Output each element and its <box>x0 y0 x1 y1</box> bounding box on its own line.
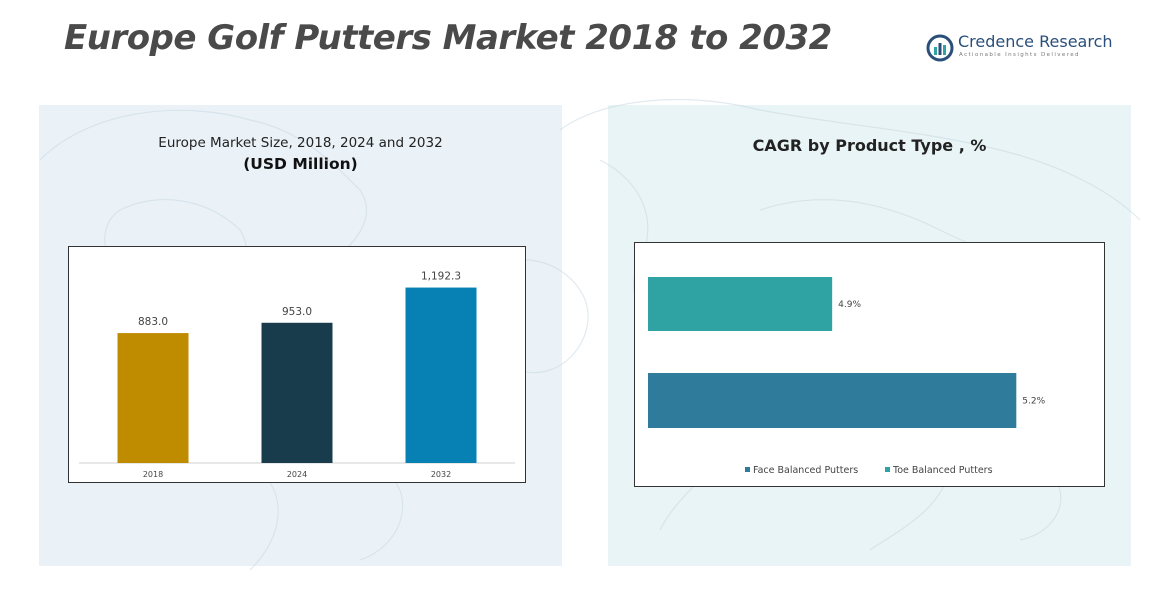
cagr-caption-wrap: CAGR by Product Type , % <box>608 136 1172 155</box>
bar-2024 <box>261 322 333 463</box>
legend-swatch <box>745 467 750 472</box>
hbar-face-balanced-putters <box>648 373 1017 428</box>
legend-label: Face Balanced Putters <box>753 465 858 476</box>
logo-mark-icon <box>926 34 954 62</box>
bar-value-label: 883.0 <box>138 316 168 328</box>
cagr-bar-chart: 4.9% 5.2% Face Balanced Putters Toe Balance… <box>648 277 1046 476</box>
market-size-caption: Europe Market Size, 2018, 2024 and 2032 <box>158 135 443 151</box>
market-size-unit: (USD Million) <box>243 155 358 173</box>
logo-name: Credence Research <box>958 32 1113 51</box>
cagr-chart: 4.9% 5.2% Face Balanced Putters Toe Balance… <box>634 242 1105 487</box>
x-tick-label: 2018 <box>143 470 163 479</box>
bar-2032 <box>405 287 477 463</box>
hbar-toe-balanced-putters <box>648 277 833 331</box>
bar-value-label: 953.0 <box>282 306 312 318</box>
logo-tagline: Actionable Insights Delivered <box>959 52 1080 58</box>
legend-label: Toe Balanced Putters <box>892 465 993 476</box>
market-size-bar-chart: 883.0 2018 953.0 2024 1,192.3 2032 <box>79 271 515 479</box>
bar-value-label: 1,192.3 <box>421 271 461 283</box>
hbar-value-label: 4.9% <box>838 300 861 310</box>
cagr-caption: CAGR by Product Type , % <box>752 136 987 155</box>
page-title: Europe Golf Putters Market 2018 to 2032 <box>64 18 832 58</box>
x-tick-label: 2032 <box>431 470 451 479</box>
bar-2018 <box>117 333 189 463</box>
market-size-chart: 883.0 2018 953.0 2024 1,192.3 2032 <box>68 246 526 483</box>
hbar-value-label: 5.2% <box>1022 397 1045 407</box>
legend-swatch <box>885 467 890 472</box>
x-tick-label: 2024 <box>287 470 307 479</box>
credence-research-logo: Credence Research Actionable Insights De… <box>926 32 1116 64</box>
